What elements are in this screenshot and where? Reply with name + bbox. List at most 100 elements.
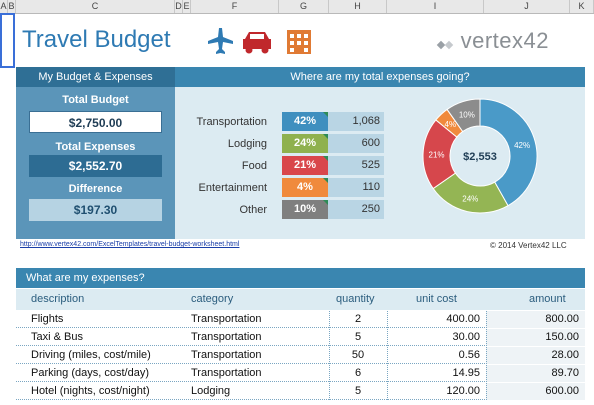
chart-slice-other <box>446 98 481 133</box>
column-divider <box>486 347 487 364</box>
column-header-g[interactable]: G <box>279 0 329 13</box>
budget-header: My Budget & Expenses <box>16 67 175 87</box>
row-amount: 600.00 <box>545 385 579 397</box>
logo-mark-icon <box>444 40 454 50</box>
category-amount: 525 <box>328 156 384 175</box>
chart-slice-label: 42% <box>514 141 530 150</box>
row-amount: 89.70 <box>551 367 579 379</box>
column-header-k[interactable]: K <box>570 0 594 13</box>
column-divider <box>329 383 330 400</box>
cell-comment-marker-icon <box>323 112 328 117</box>
chart-slice-label: 21% <box>429 150 445 159</box>
column-divider <box>486 311 487 328</box>
amount-cell-bg <box>486 347 585 364</box>
selected-cell[interactable] <box>0 13 15 68</box>
category-percent: 24% <box>282 134 328 153</box>
row-description[interactable]: Driving (miles, cost/mile) <box>31 349 151 361</box>
table-column-headers: description category quantity unit cost … <box>16 289 585 310</box>
column-unit-cost: unit cost <box>416 293 457 305</box>
table-row[interactable]: Flights Transportation 2 400.00 800.00 <box>16 311 585 328</box>
cell-comment-marker-icon <box>323 156 328 161</box>
total-budget-label: Total Budget <box>62 94 129 106</box>
column-divider <box>329 329 330 346</box>
column-header-i[interactable]: I <box>387 0 484 13</box>
column-header-e[interactable]: E <box>183 0 191 13</box>
row-unit-cost[interactable]: 0.56 <box>458 349 480 361</box>
column-header-f[interactable]: F <box>191 0 279 13</box>
vertex42-logo: vertex42 <box>436 28 550 54</box>
row-unit-cost[interactable]: 400.00 <box>446 313 480 325</box>
category-percent: 4% <box>282 178 328 197</box>
row-quantity[interactable]: 50 <box>351 349 365 361</box>
total-budget-input[interactable]: $2,750.00 <box>29 111 162 133</box>
column-header-c[interactable]: C <box>16 0 175 13</box>
table-row[interactable]: Driving (miles, cost/mile) Transportation… <box>16 347 585 364</box>
row-category[interactable]: Transportation <box>191 349 262 361</box>
row-description[interactable]: Hotel (nights, cost/night) <box>31 385 150 397</box>
column-category: category <box>191 293 234 305</box>
travel-icons <box>208 28 311 54</box>
amount-cell-bg <box>486 329 585 346</box>
row-quantity[interactable]: 5 <box>354 331 362 343</box>
column-divider <box>387 347 388 364</box>
category-amount: 600 <box>328 134 384 153</box>
amount-cell-bg <box>486 311 585 328</box>
cell-comment-marker-icon <box>323 178 328 183</box>
page-title: Travel Budget <box>22 26 171 53</box>
row-quantity[interactable]: 6 <box>354 367 362 379</box>
row-quantity[interactable]: 5 <box>354 385 362 397</box>
row-amount: 150.00 <box>545 331 579 343</box>
chart-center-label: $2,553 <box>463 151 497 163</box>
amount-cell-bg <box>486 383 585 400</box>
row-description[interactable]: Flights <box>31 313 64 325</box>
column-divider <box>387 383 388 400</box>
building-icon <box>287 30 311 54</box>
row-unit-cost[interactable]: 120.00 <box>446 385 480 397</box>
column-divider <box>486 383 487 400</box>
amount-cell-bg <box>486 365 585 382</box>
column-divider <box>329 311 330 328</box>
table-row[interactable]: Hotel (nights, cost/night) Lodging 5 120.00… <box>16 383 585 400</box>
table-row[interactable]: Taxi & Bus Transportation 5 30.00 150.00 <box>16 329 585 346</box>
category-name: Transportation <box>196 116 267 128</box>
row-amount: 28.00 <box>551 349 579 361</box>
row-quantity[interactable]: 2 <box>354 313 362 325</box>
category-amount: 110 <box>328 178 384 197</box>
category-name: Food <box>241 160 267 172</box>
row-category[interactable]: Transportation <box>191 313 262 325</box>
column-header-a[interactable]: A <box>0 0 8 13</box>
row-amount: 800.00 <box>545 313 579 325</box>
car-icon <box>243 32 271 54</box>
table-row[interactable]: Parking (days, cost/day) Transportation 6 1… <box>16 365 585 382</box>
logo-text: vertex42 <box>460 28 550 53</box>
column-divider <box>486 365 487 382</box>
template-link[interactable]: http://www.vertex42.com/ExcelTemplates/t… <box>20 241 240 248</box>
category-amount: 250 <box>328 200 384 219</box>
column-divider <box>486 329 487 346</box>
expense-donut-chart: 42% 24% 21% 4%10% $2,553 <box>422 98 538 214</box>
row-category[interactable]: Lodging <box>191 385 231 397</box>
column-header-b[interactable]: B <box>8 0 16 13</box>
column-header-j[interactable]: J <box>484 0 570 13</box>
category-name: Other <box>239 204 267 216</box>
expenses-table-header: What are my expenses? <box>16 268 585 288</box>
row-unit-cost[interactable]: 14.95 <box>452 367 480 379</box>
column-description: description <box>31 293 85 305</box>
airplane-icon <box>208 28 233 54</box>
chart-slice-transportation <box>479 98 538 207</box>
row-category[interactable]: Transportation <box>191 367 262 379</box>
column-divider <box>387 365 388 382</box>
column-divider <box>387 311 388 328</box>
cell-comment-marker-icon <box>323 200 328 205</box>
category-percent: 42% <box>282 112 328 131</box>
row-description[interactable]: Taxi & Bus <box>31 331 83 343</box>
column-header-d[interactable]: D <box>175 0 183 13</box>
category-percent: 21% <box>282 156 328 175</box>
total-expenses-value: $2,552.70 <box>29 155 162 177</box>
row-unit-cost[interactable]: 30.00 <box>452 331 480 343</box>
category-percent: 10% <box>282 200 328 219</box>
row-description[interactable]: Parking (days, cost/day) <box>31 367 149 379</box>
row-category[interactable]: Transportation <box>191 331 262 343</box>
column-header-h[interactable]: H <box>329 0 387 13</box>
category-amount: 1,068 <box>328 112 384 131</box>
